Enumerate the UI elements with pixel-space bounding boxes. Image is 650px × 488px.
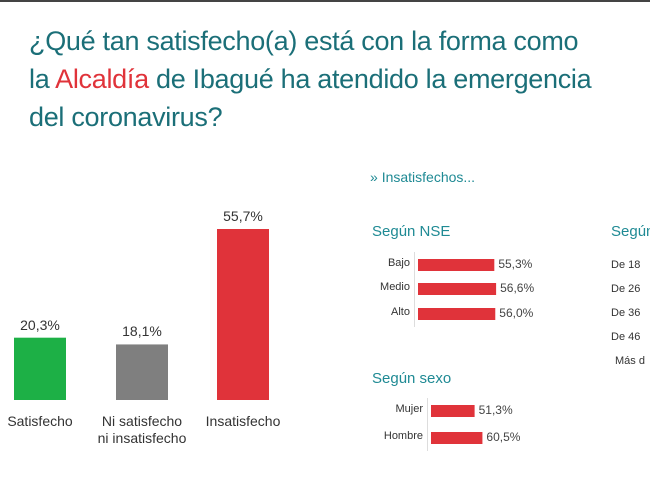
edad-category-label: De 46: [611, 331, 641, 343]
nse-category-label: Medio: [380, 281, 410, 293]
nse-axis: [414, 252, 415, 327]
bar-insatisfecho: [217, 229, 269, 400]
title-line-2: la Alcaldía de Ibagué ha atendido la eme…: [29, 60, 650, 98]
nse-bar: [418, 283, 497, 295]
panel-title-edad: Según: [611, 223, 650, 240]
edad-category-label: De 18: [611, 259, 641, 271]
value-label: 20,3%: [20, 316, 60, 333]
bar-satisfecho: [14, 337, 66, 400]
nse-category-label: Alto: [391, 306, 410, 318]
category-label: Satisfecho: [7, 413, 73, 429]
title-text: de Ibagué ha atendido la emergencia: [148, 64, 592, 94]
category-label: Insatisfecho: [205, 413, 281, 429]
nse-value-label: 55,3%: [498, 257, 533, 271]
edad-category-label: De 36: [611, 307, 641, 319]
value-label: 18,1%: [122, 323, 162, 340]
title-text: la: [29, 64, 56, 94]
sexo-category-label: Mujer: [395, 403, 423, 415]
sexo-axis: [427, 398, 428, 451]
category-label: ni insatisfecho: [97, 430, 187, 446]
sexo-value-label: 60,5%: [486, 430, 521, 444]
nse-category-label: Bajo: [387, 257, 410, 269]
category-label: Ni satisfecho: [101, 413, 183, 429]
edad-category-label: De 26: [611, 283, 641, 295]
edad-category-label: Más d: [615, 355, 645, 367]
top-border: [0, 0, 650, 2]
bar-ni-satisfecho-ni-insatisfecho: [116, 344, 168, 400]
nse-bar: [418, 308, 496, 320]
panel-title-sexo: Según sexo: [372, 370, 452, 387]
double-chevron-icon: »: [370, 169, 378, 185]
title-line-3: del coronavirus?: [29, 102, 223, 132]
nse-bar: [418, 259, 495, 271]
section-insatisfechos: » Insatisfechos...: [370, 169, 475, 185]
sexo-value-label: 51,3%: [478, 403, 513, 417]
value-label: 55,7%: [223, 208, 263, 224]
title-line-1: ¿Qué tan satisfecho(a) está con la forma…: [29, 26, 579, 56]
chart-title: ¿Qué tan satisfecho(a) está con la forma…: [29, 22, 650, 136]
nse-value-label: 56,6%: [500, 281, 535, 295]
panel-title-nse: Según NSE: [372, 223, 451, 240]
nse-value-label: 56,0%: [499, 306, 534, 320]
sexo-bar: [431, 432, 483, 444]
sexo-category-label: Hombre: [383, 430, 423, 442]
section-label: Insatisfechos...: [381, 169, 476, 185]
sexo-bar: [431, 405, 475, 417]
title-highlight: Alcaldía: [55, 64, 149, 94]
